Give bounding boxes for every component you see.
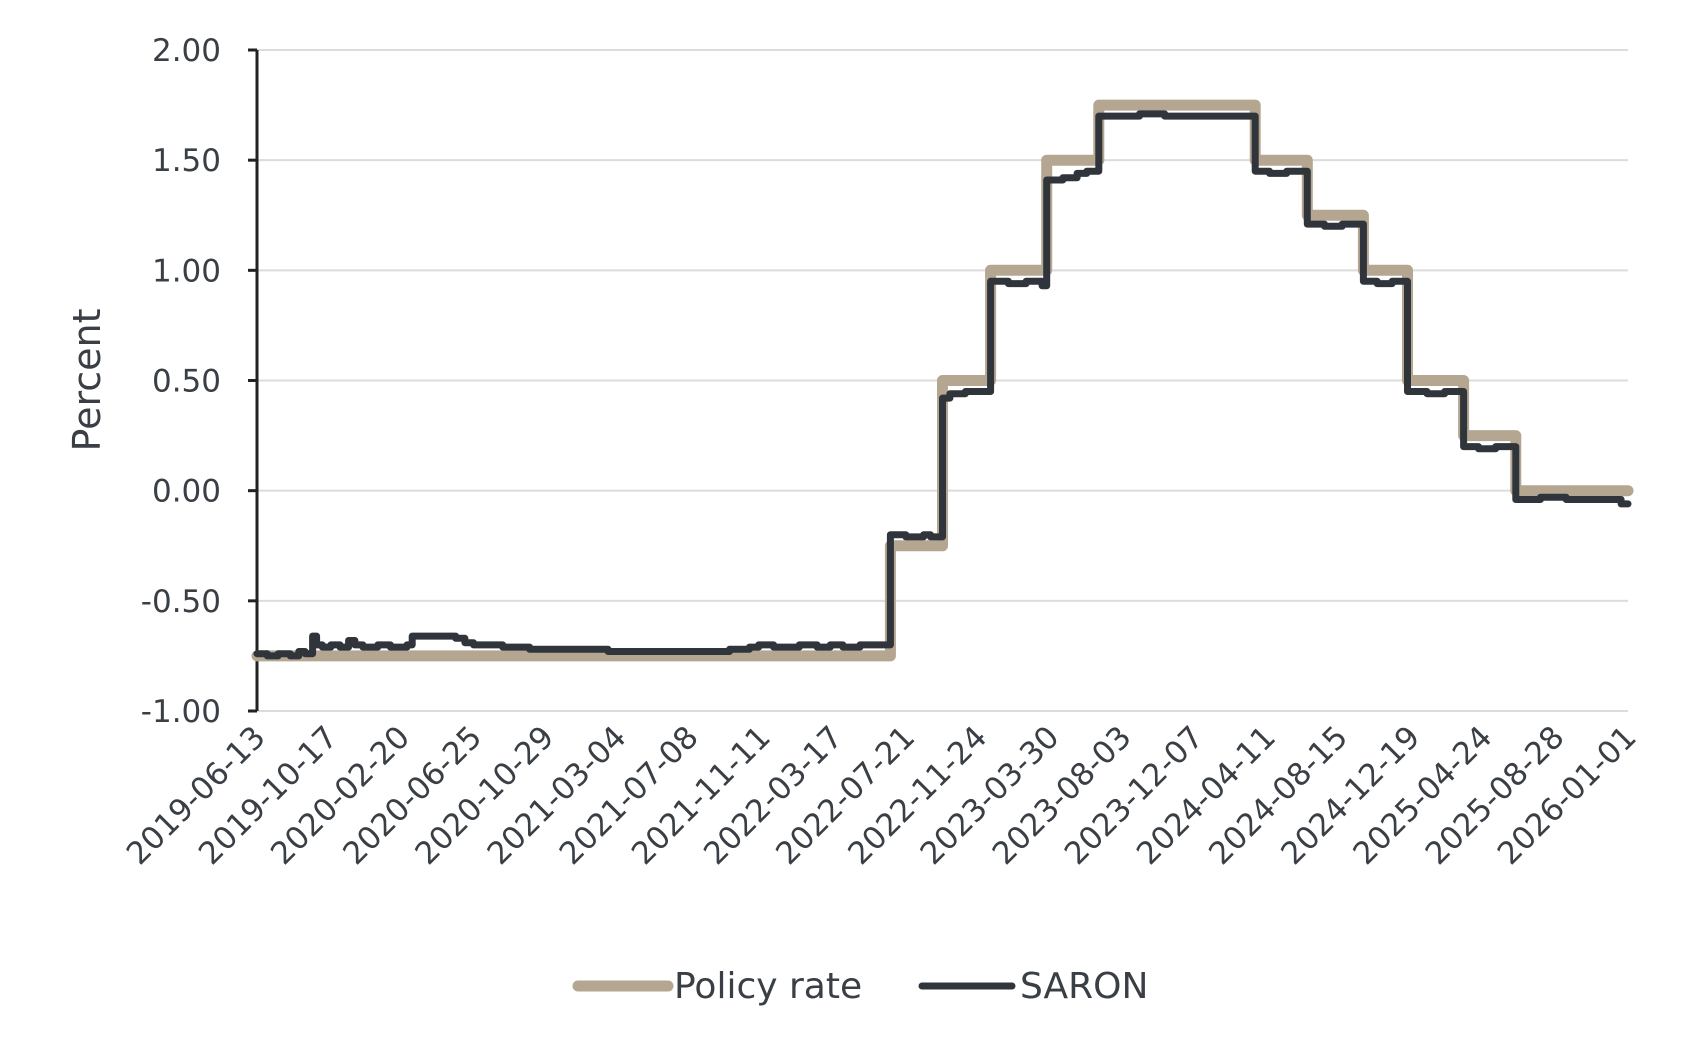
y-tick-labels: 2.00 1.50 1.00 0.50 0.00 -0.50 -1.00	[141, 33, 221, 730]
y-tick-label: 0.00	[152, 474, 221, 510]
x-tick-labels: 2019-06-132019-10-172020-02-202020-06-25…	[120, 719, 1644, 872]
series-line-saron	[253, 110, 1632, 660]
y-tick-label: -0.50	[141, 584, 221, 620]
y-axis-label: Percent	[65, 309, 109, 452]
legend-label: Policy rate	[674, 966, 862, 1007]
y-tick-label: 0.50	[152, 364, 221, 400]
y-tick-label: 2.00	[152, 33, 221, 69]
y-tick-label: 1.50	[152, 143, 221, 179]
legend-label: SARON	[1020, 966, 1148, 1007]
y-tick-label: 1.00	[152, 253, 221, 289]
y-tick-label: -1.00	[141, 694, 221, 730]
series-lines	[251, 99, 1634, 662]
legend: Policy rate SARON	[572, 966, 1148, 1007]
